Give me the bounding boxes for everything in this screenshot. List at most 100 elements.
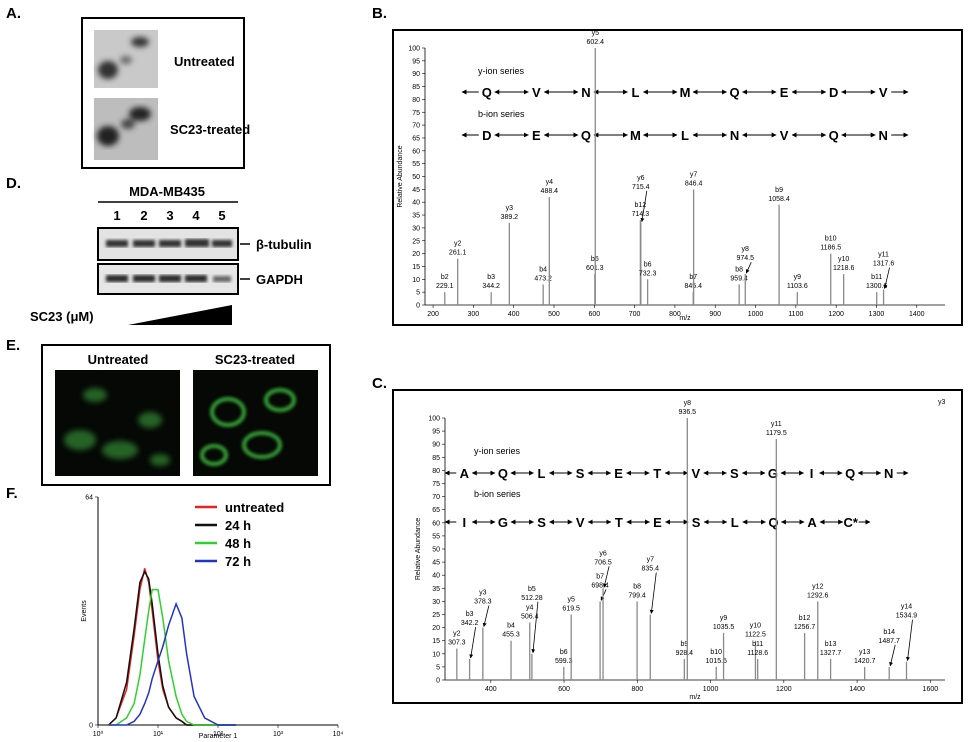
peak-mz-label: 846.4 — [685, 180, 703, 187]
residue: N — [879, 128, 888, 143]
peak-ion-label: y10 — [750, 623, 761, 630]
blot-image — [97, 227, 239, 261]
peak-arrow — [649, 572, 657, 614]
y-tick-label: 95 — [412, 58, 420, 65]
residue: G — [498, 515, 508, 530]
peak-mz-label: 1292.6 — [807, 592, 829, 599]
panel-frame — [392, 29, 963, 326]
y-tick-label: 30 — [432, 599, 440, 606]
x-tick-label: 1100 — [788, 311, 803, 318]
peak-ion-label: b13 — [825, 641, 837, 648]
peak-mz-label: 715.4 — [632, 184, 650, 191]
peak-mz-label: 506.4 — [521, 613, 539, 620]
y-tick-label: 70 — [432, 494, 440, 501]
peak-ion-label: y2 — [454, 241, 462, 248]
residue: S — [576, 466, 585, 481]
x-tick-label: 200 — [427, 311, 439, 318]
peak-mz-label: 1218.6 — [833, 265, 855, 272]
image-label: Untreated — [88, 352, 149, 367]
y-tick-label: 30 — [412, 225, 420, 232]
gel-image — [94, 98, 158, 160]
peak-mz-label: 344.2 — [482, 283, 500, 290]
peak-mz-label: 974.5 — [736, 255, 754, 262]
y-tick-label: 5 — [416, 290, 420, 297]
residue: Q — [768, 515, 778, 530]
y-tick-label: 65 — [412, 135, 420, 142]
y-tick-label: 65 — [432, 507, 440, 514]
residue: T — [615, 515, 623, 530]
y-tick-label: 100 — [408, 46, 420, 53]
y-tick-label: 60 — [412, 148, 420, 155]
x-tick-label: 1300 — [869, 311, 885, 318]
residue: E — [780, 85, 789, 100]
y-tick-label: 25 — [412, 238, 420, 245]
peak-mz-label: 1487.7 — [879, 638, 901, 645]
peak-mz-label: 1035.5 — [713, 624, 735, 631]
residue: E — [532, 128, 541, 143]
image-label: Untreated — [174, 54, 235, 69]
peak-ion-label: y7 — [690, 171, 698, 178]
y-axis-label: Events — [81, 600, 88, 622]
peak-ion-label: b4 — [507, 623, 515, 630]
lane-label: 5 — [218, 208, 225, 223]
x-tick-label: 1400 — [849, 686, 865, 693]
y-axis-label: Relative Abundance — [415, 518, 422, 580]
peak-ion-label: b14 — [883, 629, 895, 636]
y-tick-label: 40 — [412, 200, 420, 207]
microscopy-image — [193, 370, 318, 476]
y-tick-label: 75 — [432, 481, 440, 488]
histogram-line — [108, 588, 237, 726]
peak-arrow — [531, 601, 539, 654]
panel-label: D. — [6, 175, 21, 192]
x-tick-label: 10⁰ — [93, 730, 104, 738]
peak-ion-label: y9 — [720, 615, 728, 622]
residue: N — [581, 85, 590, 100]
y-tick-label: 20 — [432, 625, 440, 632]
y-tick-label: 0 — [436, 678, 440, 685]
residue: L — [681, 128, 689, 143]
peak-mz-label: 619.5 — [562, 606, 580, 613]
y-tick-label: 0 — [416, 303, 420, 310]
residue: V — [576, 515, 585, 530]
peak-mz-label: 959.4 — [730, 275, 748, 282]
residue: Q — [845, 466, 855, 481]
residue: V — [691, 466, 700, 481]
peak-ion-label: y2 — [453, 631, 461, 638]
blot-image — [97, 263, 239, 295]
band-label: GAPDH — [256, 272, 303, 287]
legend-label: untreated — [225, 500, 284, 515]
peak-ion-label: b4 — [539, 266, 547, 273]
residue: V — [879, 85, 888, 100]
peak-ion-label: b6 — [560, 649, 568, 656]
y-tick-label: 35 — [432, 586, 440, 593]
peak-ion-label: b8 — [633, 583, 641, 590]
peak-ion-label: b9 — [680, 641, 688, 648]
y-tick-label: 100 — [428, 416, 440, 423]
gel-image — [94, 30, 158, 88]
x-axis-label: Parameter 1 — [199, 733, 238, 740]
y-tick-label: 60 — [432, 520, 440, 527]
peak-ion-label: b10 — [710, 649, 722, 656]
series-label: b-ion series — [478, 109, 525, 119]
histogram-line — [108, 601, 237, 726]
peak-mz-label: 455.3 — [502, 632, 520, 639]
annotation: y3 — [938, 399, 946, 406]
peak-ion-label: y5 — [567, 597, 575, 604]
x-tick-label: 1200 — [776, 686, 792, 693]
peak-ion-label: y3 — [479, 590, 487, 597]
peak-mz-label: 342.2 — [461, 620, 479, 627]
peak-mz-label: 602.4 — [587, 39, 605, 46]
y-tick-label: 5 — [436, 664, 440, 671]
peak-mz-label: 1179.5 — [766, 430, 787, 437]
y-tick-label: 95 — [432, 429, 440, 436]
lane-label: 1 — [113, 208, 120, 223]
peak-ion-label: y13 — [859, 649, 870, 656]
y-tick-label: 10 — [412, 277, 420, 284]
residue: E — [653, 515, 662, 530]
y-tick-label: 64 — [85, 495, 93, 502]
y-tick-label: 85 — [412, 84, 420, 91]
x-tick-label: 800 — [631, 686, 643, 693]
y-tick-label: 15 — [412, 264, 420, 271]
peak-arrow — [883, 267, 890, 289]
residue: M — [630, 128, 641, 143]
